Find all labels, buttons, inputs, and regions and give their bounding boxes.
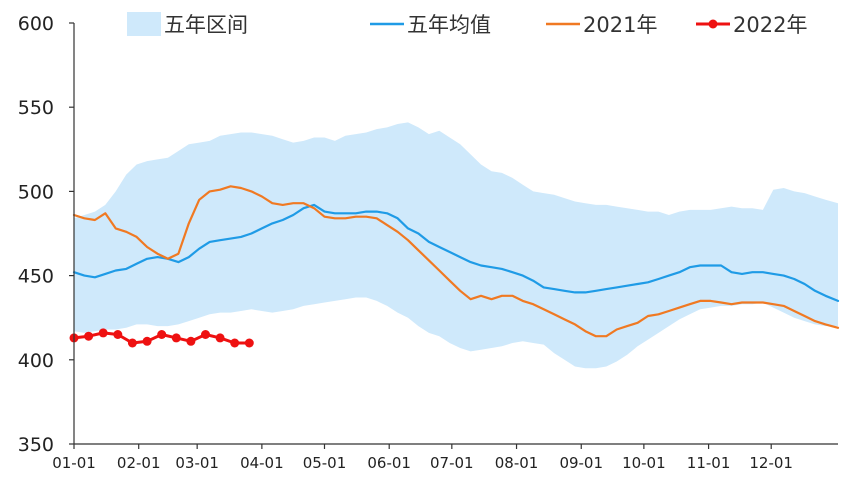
x-tick-label: 11-01: [687, 454, 731, 472]
x-axis-ticks: 01-01 02-01 03-01 04-01 05-01 06-01 07-01 08-01…: [52, 444, 793, 472]
y-axis: 350 400 450 500 550 600: [18, 13, 75, 456]
y-tick-label: 550: [18, 97, 54, 119]
year-2022-point: [244, 338, 254, 348]
plot-area: [69, 122, 840, 369]
x-tick-label: 05-01: [303, 454, 347, 472]
year-2022-point: [186, 336, 196, 346]
five-year-average-line: [72, 203, 840, 302]
y-axis-ticks: 350 400 450 500 550 600: [18, 13, 74, 456]
y-tick-label: 350: [18, 434, 54, 456]
y-tick-label: 450: [18, 266, 54, 288]
x-tick-label: 10-01: [622, 454, 666, 472]
legend-2022-label: 2022年: [733, 13, 807, 37]
year-2022-point: [171, 333, 181, 343]
year-2022-point: [127, 338, 137, 348]
year-2022-point: [98, 328, 108, 338]
x-tick-label: 04-01: [240, 454, 284, 472]
x-tick-label: 03-01: [175, 454, 219, 472]
legend-2021-label: 2021年: [583, 13, 657, 37]
y-tick-label: 400: [18, 350, 54, 372]
x-tick-label: 12-01: [749, 454, 793, 472]
y-tick-label: 500: [18, 181, 54, 203]
x-tick-label: 09-01: [559, 454, 603, 472]
x-tick-label: 06-01: [367, 454, 411, 472]
legend-band-label: 五年区间: [164, 13, 248, 37]
five-year-range-band: [74, 122, 838, 369]
x-tick-label: 08-01: [495, 454, 539, 472]
year-2022-point: [113, 330, 123, 339]
legend: 五年区间 五年均值 2021年 2022年: [127, 12, 807, 37]
legend-2022-marker: [708, 19, 718, 29]
y-tick-label: 600: [18, 13, 54, 35]
year-2022-point: [215, 333, 225, 343]
year-2022-markers: [69, 328, 254, 348]
year-2022-point: [157, 330, 167, 339]
x-axis: 01-01 02-01 03-01 04-01 05-01 06-01 07-01 08-01…: [52, 443, 838, 472]
year-2022-point: [84, 331, 94, 341]
year-2022-point: [142, 336, 152, 346]
legend-average-label: 五年均值: [407, 13, 491, 37]
year-2021-line: [72, 185, 840, 338]
x-tick-label: 02-01: [117, 454, 161, 472]
year-2022-point: [230, 338, 240, 348]
x-tick-label: 07-01: [430, 454, 474, 472]
year-2022-point: [201, 330, 210, 339]
legend-band-swatch: [127, 12, 161, 36]
x-tick-label: 01-01: [52, 454, 96, 472]
